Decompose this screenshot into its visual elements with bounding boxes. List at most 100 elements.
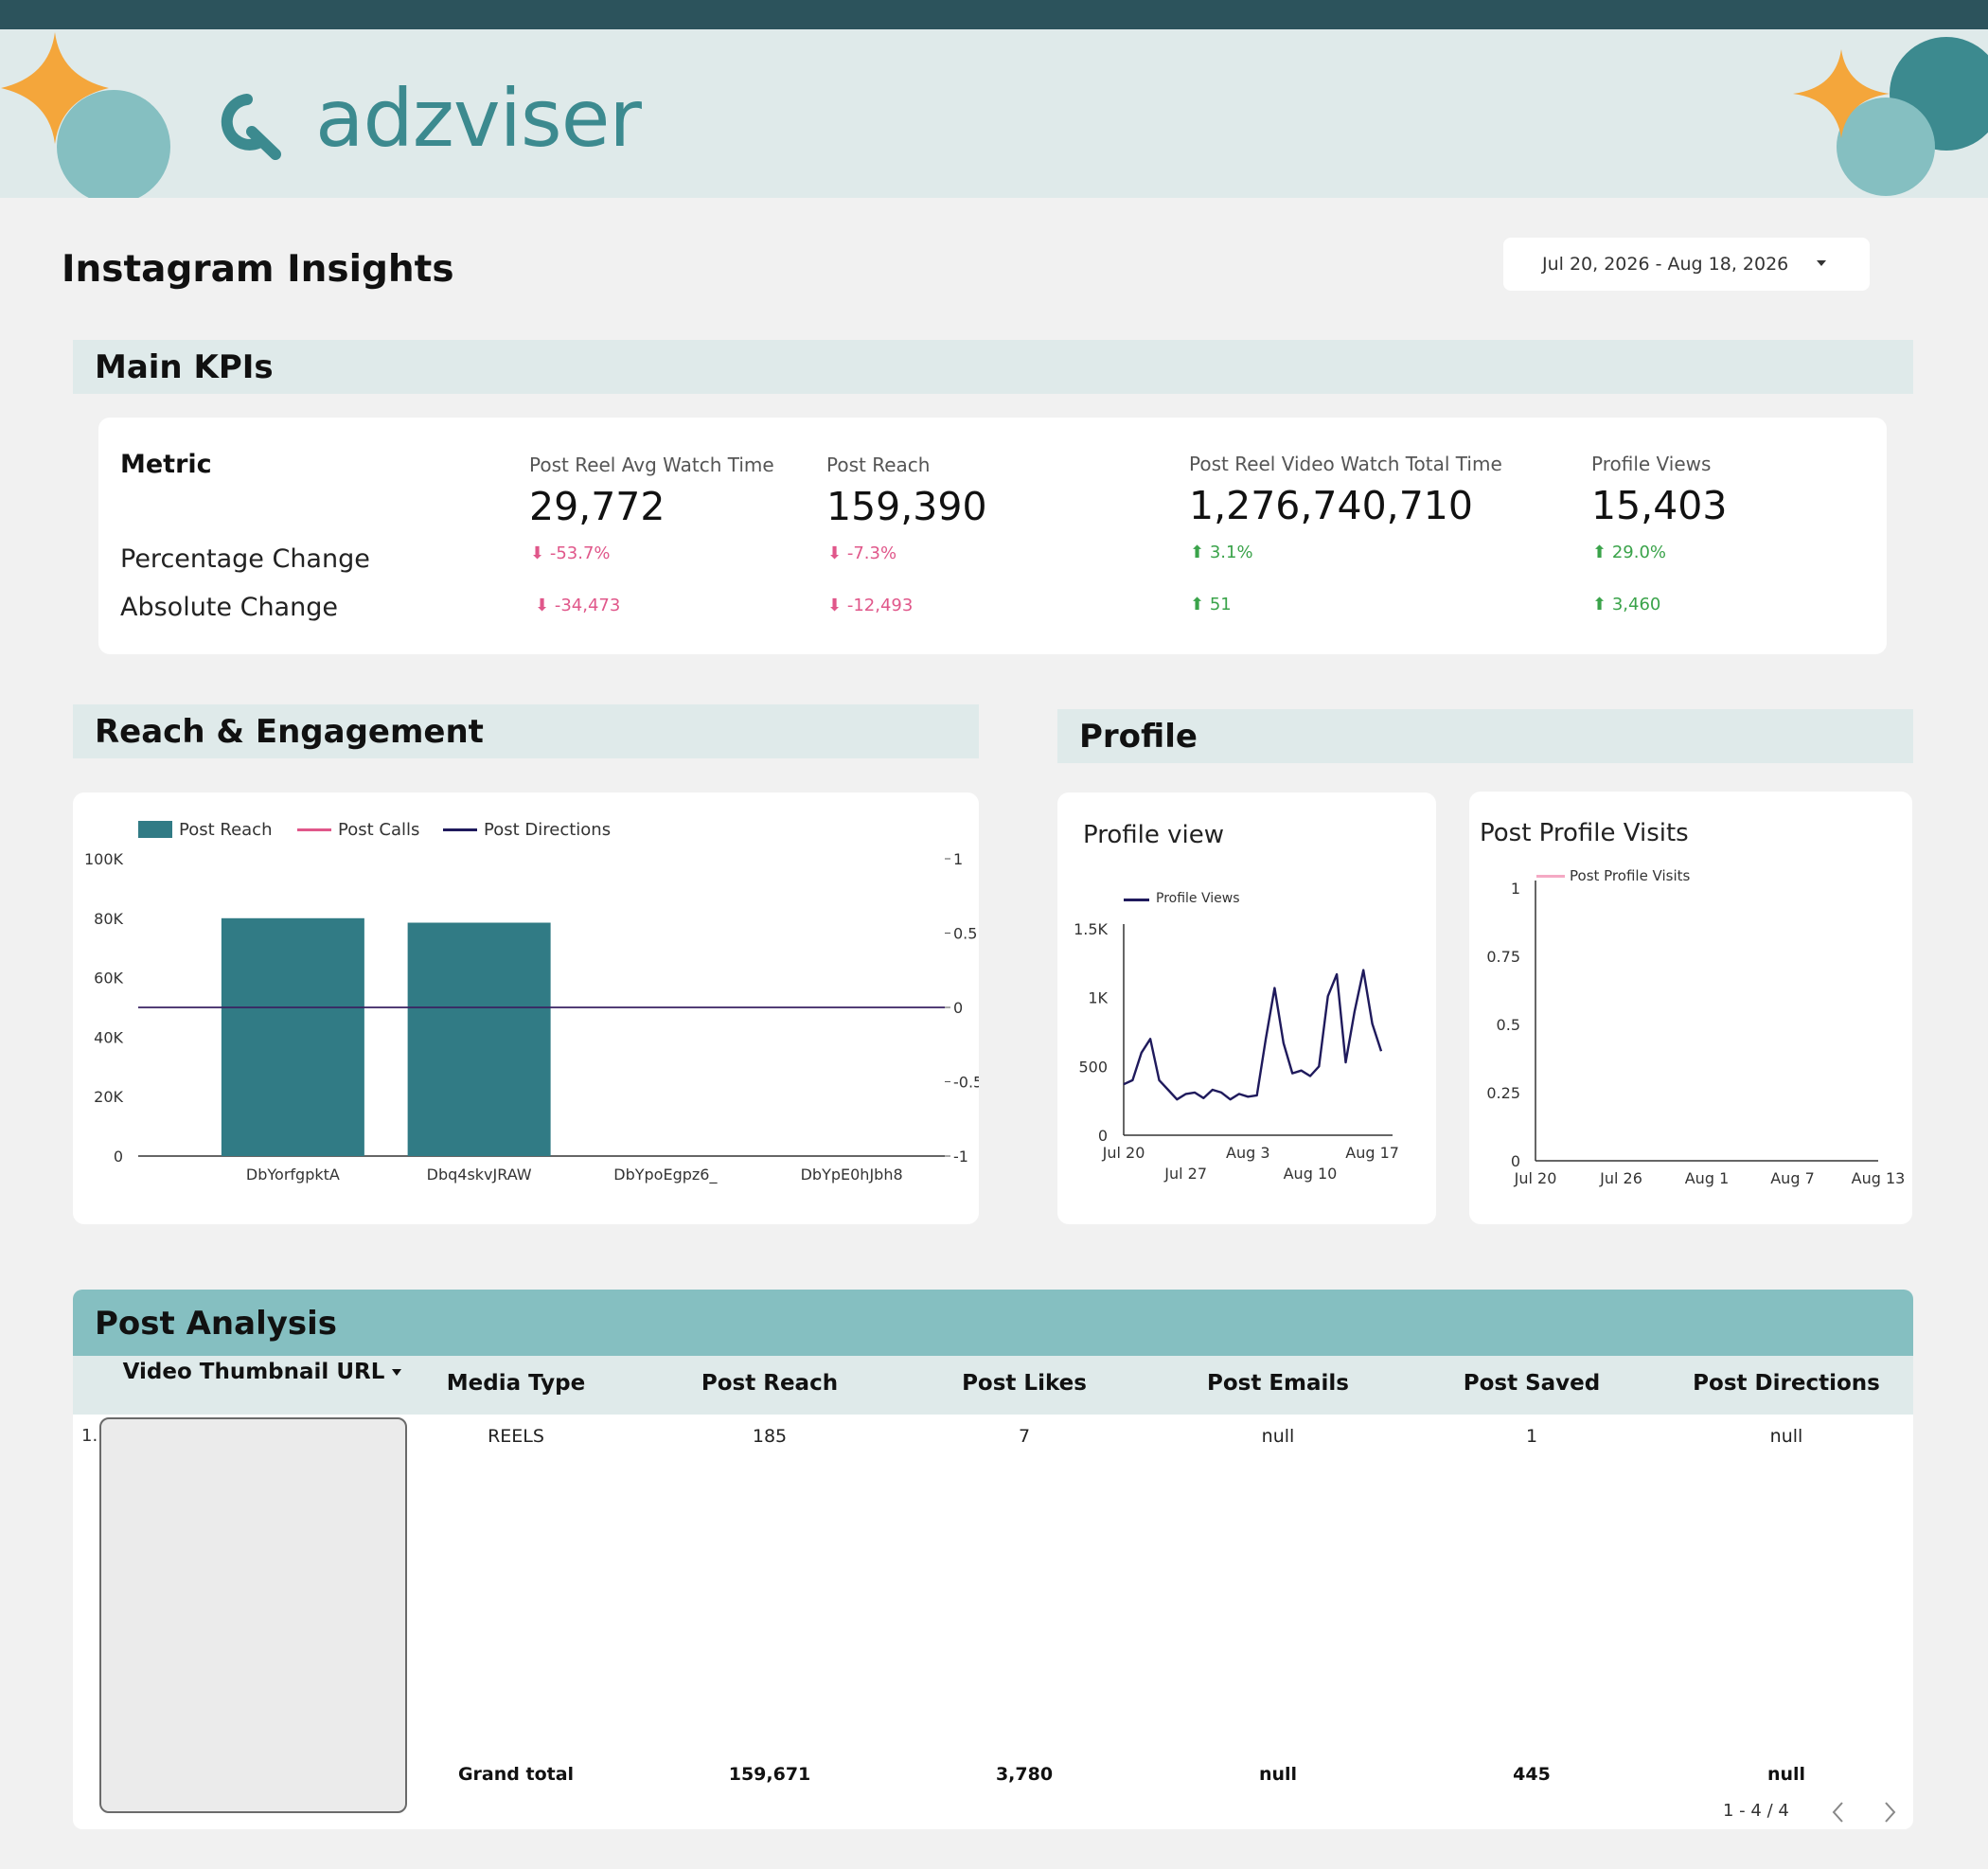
y2-tick-label: 0 [953, 999, 963, 1017]
section-header-post-analysis: Post Analysis [73, 1290, 1913, 1358]
total-post-reach: 159,671 [728, 1764, 811, 1785]
legend-label: Post Profile Visits [1570, 867, 1691, 884]
video-thumbnail-image[interactable] [99, 1417, 407, 1813]
kpi-card: Metric Percentage Change Absolute Change… [98, 418, 1887, 654]
profile-visits-card: Post Profile Visits Post Profile Visits … [1469, 792, 1912, 1224]
x-tick-label: Jul 20 [1514, 1169, 1557, 1187]
column-header-video-thumbnail[interactable]: Video Thumbnail URL [111, 1362, 414, 1383]
arrow-down-icon: ⬇ [827, 596, 843, 615]
column-header-post-reach[interactable]: Post Reach [701, 1371, 839, 1396]
legend-label: Profile Views [1156, 891, 1240, 906]
legend-label: Post Reach [179, 820, 273, 840]
top-bar [0, 0, 1988, 29]
x-tick-label: Aug 7 [1770, 1169, 1815, 1187]
series-line-profile-views [1123, 969, 1383, 1101]
y-tick-label: 1 [1511, 880, 1520, 898]
arrow-down-icon: ⬇ [530, 543, 545, 563]
y-tick-label: 0.5 [1497, 1016, 1520, 1034]
y2-tick-label: -1 [953, 1148, 968, 1166]
chart-title: Post Profile Visits [1480, 819, 1689, 847]
x-tick-label: Aug 10 [1284, 1165, 1338, 1183]
section-header-main-kpis: Main KPIs [73, 340, 1913, 394]
x-tick-label: DbYorfgpktA [246, 1166, 340, 1184]
x-tick-label: DbYpoEgpz6_ [613, 1166, 718, 1184]
kpi-abs-change: ⬆ 51 [1190, 595, 1232, 614]
pagination-status: 1 - 4 / 4 [1723, 1801, 1789, 1821]
chevron-left-icon[interactable] [1827, 1799, 1850, 1825]
x-tick-label: Aug 3 [1226, 1144, 1270, 1162]
total-post-emails: null [1258, 1764, 1298, 1785]
y-tick-label: 0.25 [1486, 1084, 1520, 1102]
kpi-value: 1,276,740,710 [1189, 483, 1473, 528]
column-header-post-directions[interactable]: Post Directions [1693, 1371, 1880, 1396]
brand-logo-text: adzviser [315, 72, 642, 165]
profile-view-card: Profile view Profile Views 0 500 1K 1.5K Jul… [1057, 792, 1436, 1224]
table-header-row [73, 1356, 1913, 1415]
y-tick-label: 0 [114, 1148, 123, 1166]
x-tick-label: Jul 26 [1599, 1169, 1642, 1187]
header-banner: adzviser [0, 29, 1988, 198]
kpi-pct-change: ⬆ 3.1% [1190, 543, 1253, 562]
cell-post-reach: 185 [752, 1426, 788, 1447]
x-tick-label: Jul 20 [1102, 1144, 1145, 1162]
legend-swatch-post-profile-visits [1536, 875, 1565, 878]
x-tick-label: Aug 1 [1685, 1169, 1730, 1187]
kpi-pct-change: ⬇ -53.7% [530, 543, 611, 563]
page-title: Instagram Insights [62, 248, 454, 291]
grand-total-label: Grand total [457, 1764, 575, 1785]
decor-shapes-left [1, 32, 170, 198]
y-tick-label: 0 [1098, 1127, 1108, 1145]
arrow-up-icon: ⬆ [1190, 543, 1205, 562]
cell-post-likes: 7 [1018, 1426, 1031, 1447]
arrow-up-icon: ⬆ [1190, 595, 1205, 614]
cell-post-emails: null [1261, 1426, 1295, 1447]
kpi-abs-change: ⬇ -34,473 [535, 596, 621, 615]
y2-tick-label: 0.5 [953, 925, 977, 943]
post-profile-visits-line-chart: 0 0.25 0.5 0.75 1 Jul 20 Jul 26 Aug 1 Aug 7 Aug 1… [1486, 880, 1906, 1187]
cell-post-directions: null [1769, 1426, 1803, 1447]
legend-swatch-post-reach [138, 821, 172, 838]
x-tick-label: Aug 13 [1852, 1169, 1906, 1187]
bar-post-reach [407, 922, 551, 1156]
total-post-saved: 445 [1513, 1764, 1551, 1785]
kpi-row-label-absolute: Absolute Change [120, 593, 338, 622]
kpi-value: 159,390 [826, 484, 987, 529]
chart-title: Profile view [1083, 821, 1224, 849]
kpi-label: Post Reel Video Watch Total Time [1189, 453, 1502, 475]
kpi-label: Post Reach [826, 454, 931, 476]
cell-media-type: REELS [488, 1426, 544, 1447]
x-tick-label: DbYpE0hJbh8 [801, 1166, 903, 1184]
x-tick-label: Jul 27 [1163, 1165, 1207, 1183]
column-header-post-likes[interactable]: Post Likes [962, 1371, 1087, 1396]
column-header-post-saved[interactable]: Post Saved [1463, 1371, 1601, 1396]
kpi-abs-change: ⬇ -12,493 [827, 596, 914, 615]
y-tick-label: 20K [94, 1088, 123, 1106]
kpi-label: Profile Views [1591, 453, 1712, 475]
row-index: 1. [81, 1426, 98, 1446]
y2-tick-label: 1 [953, 850, 963, 868]
date-range-picker[interactable]: Jul 20, 2026 - Aug 18, 2026 [1503, 238, 1870, 291]
arrow-up-icon: ⬆ [1592, 543, 1607, 562]
kpi-row-label-metric: Metric [120, 450, 212, 479]
y-tick-label: 1.5K [1074, 920, 1108, 938]
column-header-post-emails[interactable]: Post Emails [1206, 1371, 1349, 1396]
legend-swatch-post-calls [297, 828, 331, 831]
kpi-pct-change: ⬆ 29.0% [1592, 543, 1667, 562]
y-tick-label: 0.75 [1486, 948, 1520, 966]
reach-bar-chart: 0 20K 40K 60K 80K 100K -1 -0.5 0 0.5 1 DbYorfgpktA D… [84, 850, 979, 1184]
x-tick-label: Dbq4skvJRAW [427, 1166, 532, 1184]
y-tick-label: 100K [84, 850, 124, 868]
decor-shapes-right [1793, 37, 1988, 196]
y-tick-label: 500 [1078, 1058, 1108, 1076]
chevron-right-icon[interactable] [1878, 1799, 1901, 1825]
column-header-media-type[interactable]: Media Type [446, 1371, 586, 1396]
kpi-label: Post Reel Avg Watch Time [529, 454, 774, 476]
legend-swatch-post-directions [443, 828, 477, 831]
y-tick-label: 40K [94, 1028, 123, 1046]
arrow-down-icon: ⬇ [535, 596, 550, 615]
bar-post-reach [221, 917, 364, 1156]
legend-label: Post Directions [484, 820, 612, 840]
legend-swatch-profile-views [1124, 899, 1149, 901]
x-tick-label: Aug 17 [1345, 1144, 1399, 1162]
profile-view-line-chart: 0 500 1K 1.5K Jul 20 Aug 3 Aug 17 Jul 27 Aug 10 [1074, 920, 1399, 1183]
